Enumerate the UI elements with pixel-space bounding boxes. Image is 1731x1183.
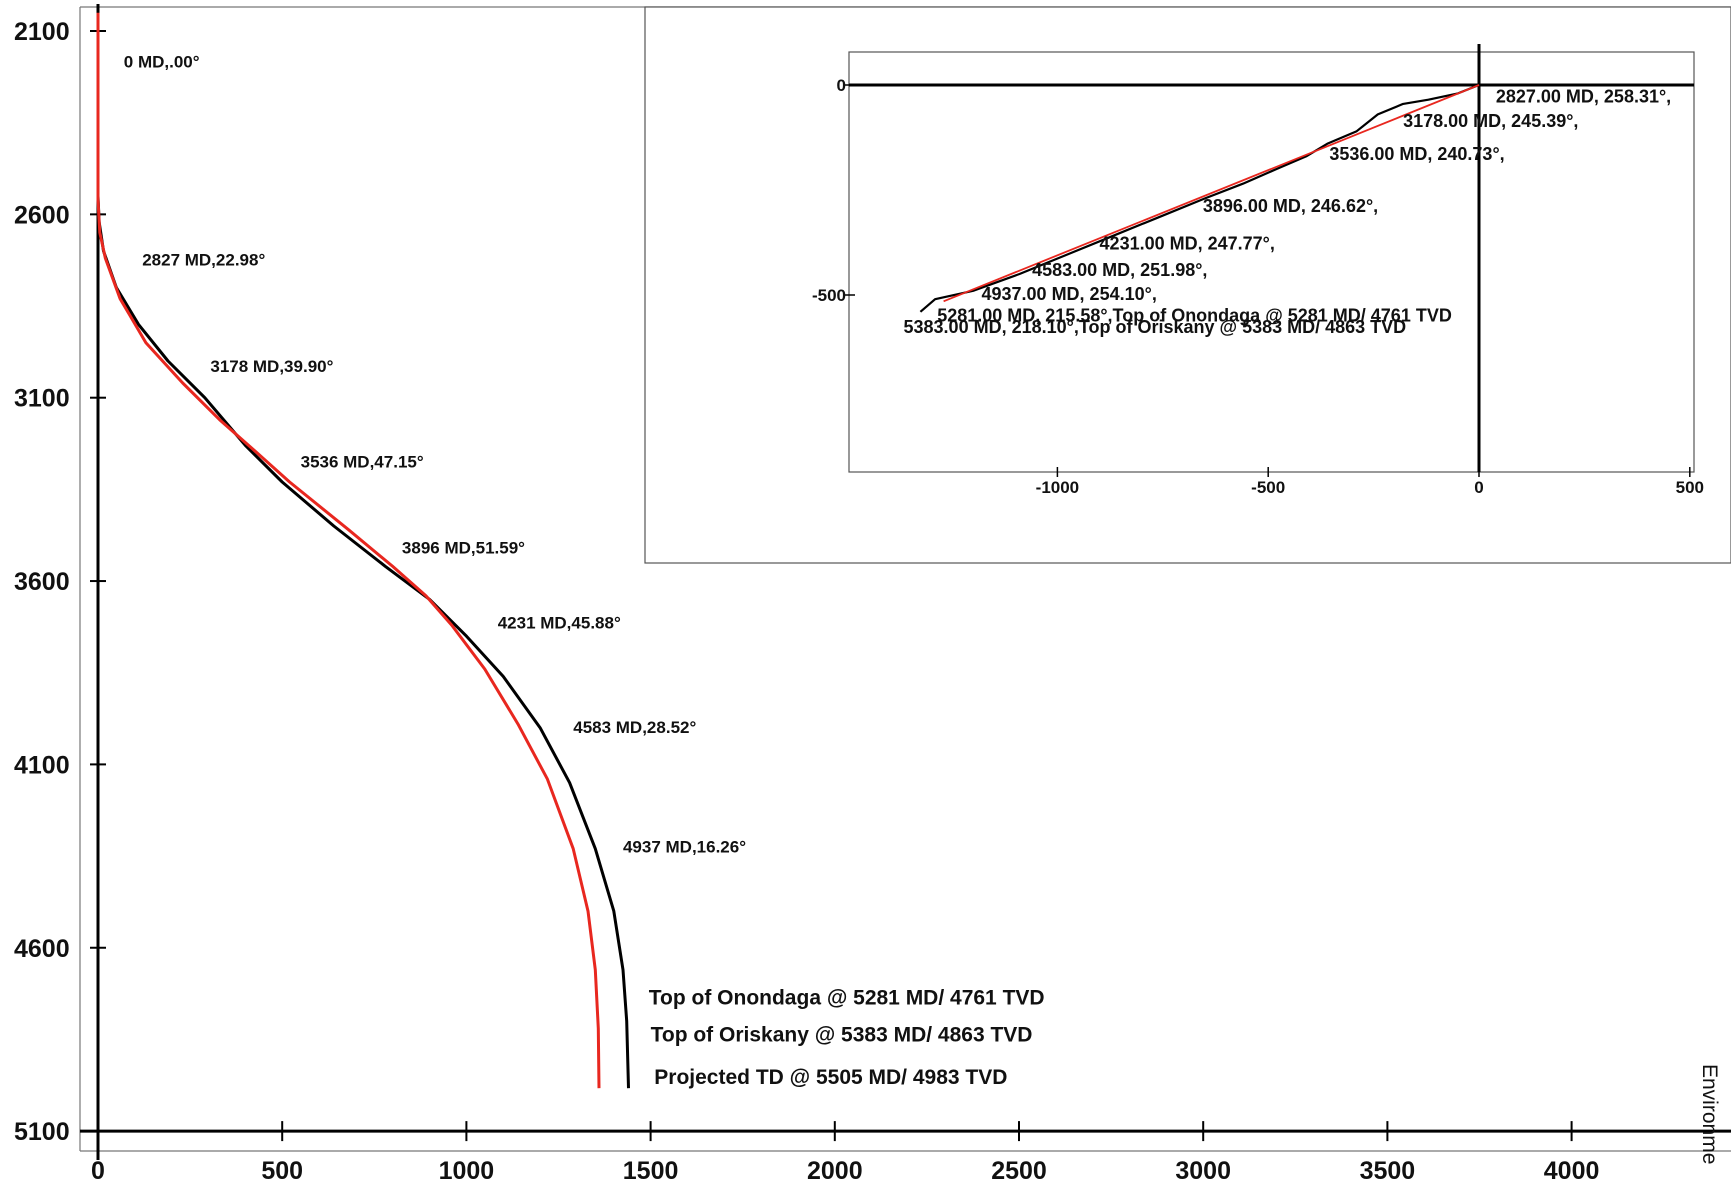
inset-data-label: 4583.00 MD, 251.98°, xyxy=(1032,260,1207,280)
inset-series-line xyxy=(943,84,1480,303)
data-label: 2827 MD,22.98° xyxy=(142,251,265,270)
inset-data-label: 3896.00 MD, 246.62°, xyxy=(1203,196,1378,216)
x-tick-label: 3000 xyxy=(1175,1157,1231,1183)
data-label: 3896 MD,51.59° xyxy=(402,539,525,558)
series-line xyxy=(96,12,601,1089)
data-label: Top of Oriskany @ 5383 MD/ 4863 TVD xyxy=(651,1023,1033,1046)
inset-data-label: 3536.00 MD, 240.73°, xyxy=(1329,144,1504,164)
inset-data-label: 3178.00 MD, 245.39°, xyxy=(1403,111,1578,131)
data-label: 4231 MD,45.88° xyxy=(498,614,621,633)
side-text: Environme xyxy=(1698,1064,1721,1164)
inset-data-label: 5281.00 MD, 215.58°,Top of Onondaga @ 52… xyxy=(937,305,1452,325)
inset-x-tick-label: 0 xyxy=(1474,478,1483,497)
data-label: Top of Onondaga @ 5281 MD/ 4761 TVD xyxy=(649,987,1045,1010)
data-label: 3178 MD,39.90° xyxy=(210,357,333,376)
inset-data-label: 5383.00 MD, 218.10°,Top of Oriskany @ 53… xyxy=(904,317,1407,337)
inset-data-label: 4231.00 MD, 247.77°, xyxy=(1100,234,1275,254)
inset-frame xyxy=(848,51,1695,473)
x-tick-label: 1500 xyxy=(623,1157,679,1183)
data-label: 3536 MD,47.15° xyxy=(301,452,424,471)
series-line xyxy=(96,12,630,1089)
inset-panel xyxy=(644,6,1731,564)
x-tick-label: 2000 xyxy=(807,1157,863,1183)
inset-y-tick-label: 0 xyxy=(837,76,846,95)
y-tick-label: 2100 xyxy=(14,18,70,46)
x-tick-label: 2500 xyxy=(991,1157,1047,1183)
data-label: 0 MD,.00° xyxy=(124,53,200,72)
y-tick-label: 3600 xyxy=(14,568,70,596)
data-label: 4583 MD,28.52° xyxy=(573,718,696,737)
y-tick-label: 2600 xyxy=(14,201,70,229)
x-tick-label: 0 xyxy=(91,1157,105,1183)
y-tick-label: 4600 xyxy=(14,935,70,963)
y-tick-label: 3100 xyxy=(14,385,70,413)
inset-x-tick-label: 500 xyxy=(1676,478,1704,497)
inset-x-tick-label: -1000 xyxy=(1036,478,1079,497)
y-tick-label: 4100 xyxy=(14,751,70,779)
inset-plot: -1000 -500 0 500 0 -500 2827.00 MD, 258.31°, 31… xyxy=(644,6,1731,564)
x-tick-label: 500 xyxy=(261,1157,303,1183)
x-tick-label: 4000 xyxy=(1544,1157,1600,1183)
inset-y-tick-label: -500 xyxy=(812,286,846,305)
inset-x-tick-label: -500 xyxy=(1251,478,1285,497)
x-tick-label: 1000 xyxy=(439,1157,495,1183)
y-tick-label: 5100 xyxy=(14,1118,70,1146)
inset-data-label: 4937.00 MD, 254.10°, xyxy=(982,284,1157,304)
inset-series-line xyxy=(919,83,1480,313)
inset-data-label: 2827.00 MD, 258.31°, xyxy=(1496,87,1671,107)
x-tick-label: 3500 xyxy=(1360,1157,1416,1183)
data-label: Projected TD @ 5505 MD/ 4983 TVD xyxy=(654,1066,1007,1089)
main-plot: 0 500 1000 1500 2000 2500 3000 3500 4000 2100 2600… xyxy=(14,4,1731,1183)
data-label: 4937 MD,16.26° xyxy=(623,837,746,856)
